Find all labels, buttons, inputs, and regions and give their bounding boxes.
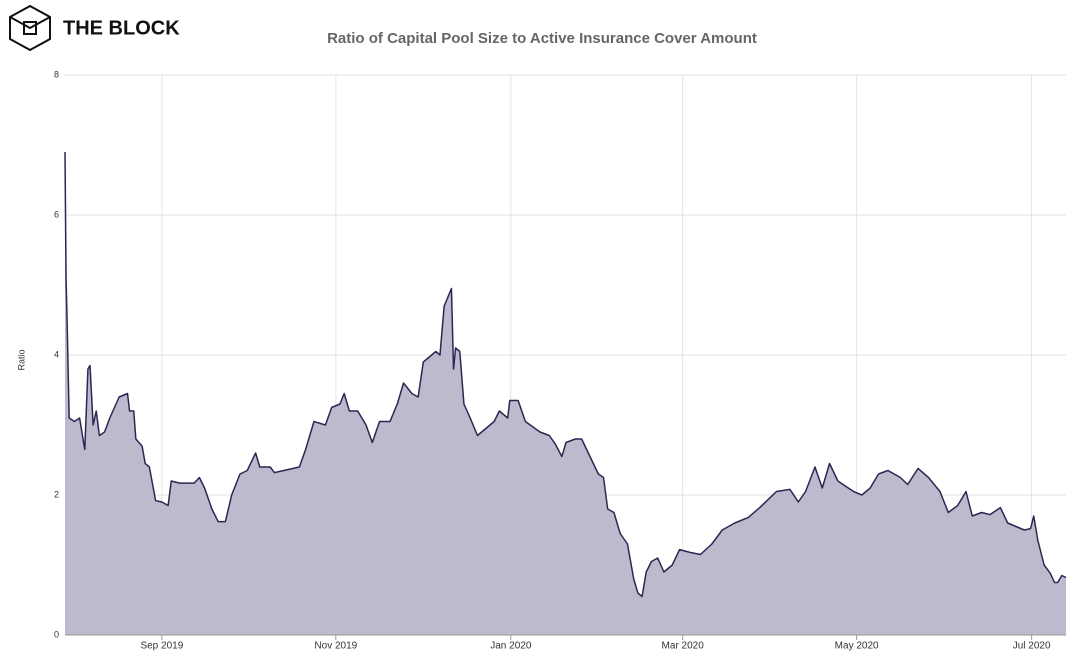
y-tick-label: 6 xyxy=(54,209,59,219)
x-tick-label: Jul 2020 xyxy=(1013,641,1051,652)
y-tick-label: 4 xyxy=(54,349,59,359)
logo-icon xyxy=(23,21,37,35)
x-tick-label: Jan 2020 xyxy=(490,641,532,652)
chart-title: Ratio of Capital Pool Size to Active Ins… xyxy=(327,30,757,47)
line xyxy=(64,151,1067,598)
y-axis-label: Ratio xyxy=(16,349,26,370)
brand: THE BLOCK xyxy=(63,17,180,39)
y-tick-label: 0 xyxy=(54,629,59,639)
x-tick-label: May 2020 xyxy=(835,641,879,652)
x-tick-label: Sep 2019 xyxy=(140,641,183,652)
area xyxy=(65,152,1066,635)
logo: THE BLOCK xyxy=(9,4,180,52)
logo-icon xyxy=(9,16,51,30)
x-tick-label: Mar 2020 xyxy=(662,641,705,652)
x-tick-label: Nov 2019 xyxy=(314,641,357,652)
y-tick-label: 2 xyxy=(54,489,59,499)
y-tick-label: 8 xyxy=(54,69,59,79)
